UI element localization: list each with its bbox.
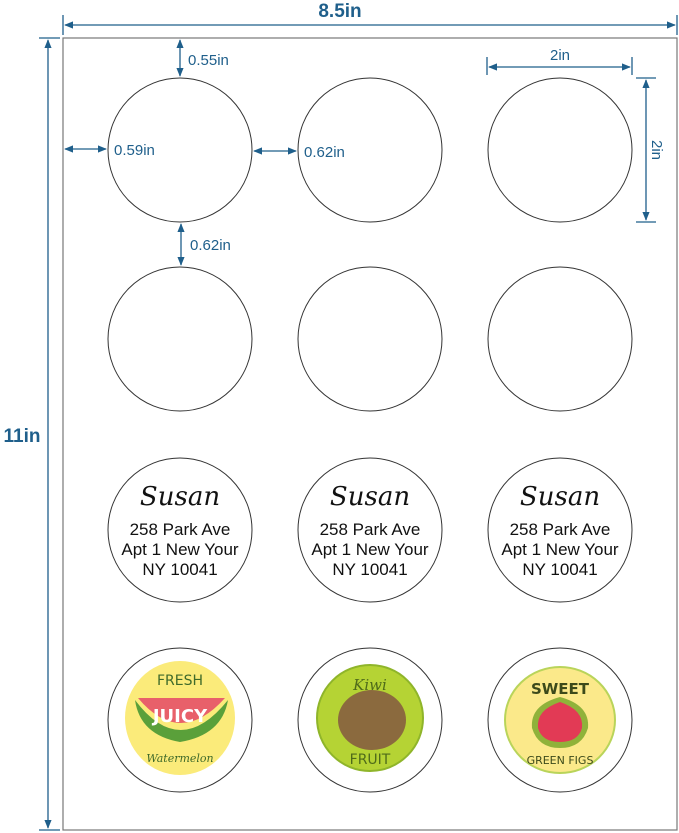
address-line-1: 258 Park Ave	[320, 520, 421, 539]
sheet-height-label: 11in	[4, 426, 41, 447]
address-label-1: Susan 258 Park Ave Apt 1 New Your NY 100…	[121, 482, 239, 579]
label-address	[297, 457, 443, 603]
label-width-label: 2in	[550, 47, 570, 64]
address-line-2: Apt 1 New Your	[311, 540, 429, 559]
sticker-middle-text: JUICY	[151, 706, 208, 727]
address-line-1: 258 Park Ave	[130, 520, 231, 539]
sticker-bottom-text: GREEN FIGS	[527, 754, 594, 767]
sticker-bottom-text: FRUIT	[350, 752, 391, 768]
width-dimension	[62, 15, 678, 35]
address-label-3: Susan 258 Park Ave Apt 1 New Your NY 100…	[501, 482, 619, 579]
label-blank	[107, 77, 253, 223]
address-name: Susan	[330, 482, 410, 512]
label-height-label: 2in	[648, 140, 665, 160]
label-blank	[297, 77, 443, 223]
horizontal-gap-label: 0.62in	[304, 144, 345, 161]
label-blank	[487, 77, 633, 223]
address-line-3: NY 10041	[332, 560, 407, 579]
label-address	[107, 457, 253, 603]
address-line-3: NY 10041	[142, 560, 217, 579]
address-line-2: Apt 1 New Your	[501, 540, 619, 559]
address-line-2: Apt 1 New Your	[121, 540, 239, 559]
watermelon-sticker: FRESH JUICY Watermelon	[125, 661, 235, 775]
sticker-top-text: Kiwi	[352, 676, 387, 694]
top-margin-label: 0.55in	[188, 52, 229, 69]
left-margin-label: 0.59in	[114, 142, 155, 159]
address-line-1: 258 Park Ave	[510, 520, 611, 539]
address-name: Susan	[520, 482, 600, 512]
height-dimension	[39, 37, 60, 831]
label-address	[487, 457, 633, 603]
address-name: Susan	[140, 482, 220, 512]
fig-sticker: SWEET GREEN FIGS	[504, 666, 616, 774]
label-blank	[107, 266, 253, 412]
label-blank	[487, 266, 633, 412]
address-label-2: Susan 258 Park Ave Apt 1 New Your NY 100…	[311, 482, 429, 579]
label-blank	[297, 266, 443, 412]
sheet-width-label: 8.5in	[318, 1, 361, 22]
spacing-arrows	[64, 39, 656, 266]
vertical-gap-label: 0.62in	[190, 237, 231, 254]
sticker-top-text: SWEET	[531, 680, 590, 698]
sticker-top-text: FRESH	[157, 673, 203, 689]
sticker-bottom-text: Watermelon	[146, 752, 213, 765]
address-line-3: NY 10041	[522, 560, 597, 579]
kiwi-sticker: Kiwi FRUIT	[316, 664, 424, 772]
